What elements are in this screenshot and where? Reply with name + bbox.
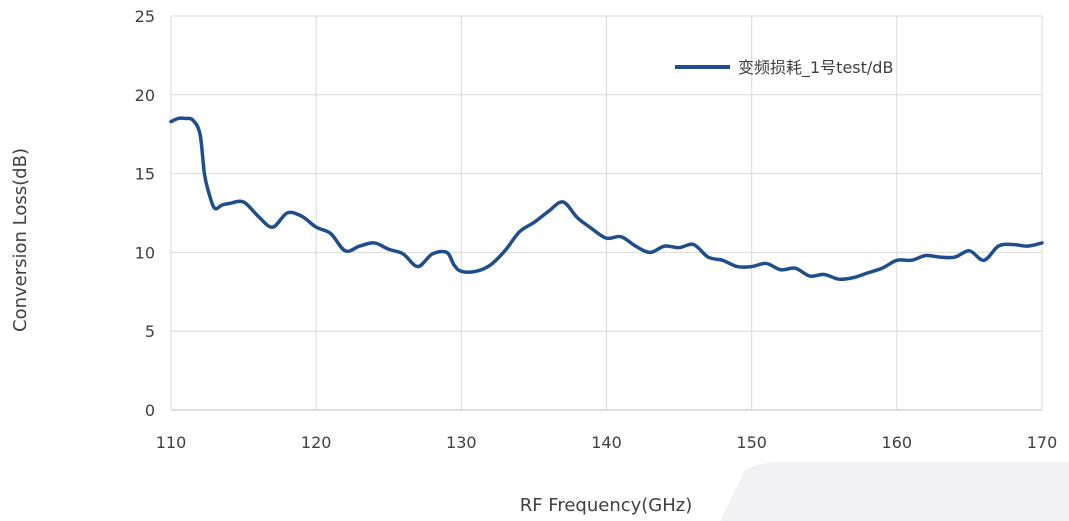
series-layer [169, 116, 1044, 282]
series-line [169, 116, 1044, 282]
y-axis-title: Conversion Loss(dB) [10, 148, 31, 332]
x-tick-label: 160 [882, 433, 913, 452]
x-tick-label: 150 [736, 433, 767, 452]
y-tick-label: 20 [135, 86, 155, 105]
y-tick-label: 15 [135, 165, 155, 184]
axis-layer: 0 5 10 15 20 25 110 120 130 140 150 160 170 [135, 7, 1058, 452]
y-tick-label: 10 [135, 243, 155, 262]
x-tick-label: 140 [591, 433, 622, 452]
x-tick-label: 110 [156, 433, 187, 452]
x-tick-label: 130 [446, 433, 477, 452]
y-tick-label: 25 [135, 7, 155, 26]
x-tick-label: 170 [1027, 433, 1058, 452]
x-tick-label: 120 [301, 433, 332, 452]
legend: 变频损耗_1号test/dB [675, 58, 893, 78]
y-tick-label: 0 [145, 401, 155, 420]
x-axis-title: RF Frequency(GHz) [520, 495, 693, 516]
grid-layer [170, 15, 1043, 411]
y-tick-label: 5 [145, 322, 155, 341]
legend-label: 变频损耗_1号test/dB [738, 58, 893, 78]
